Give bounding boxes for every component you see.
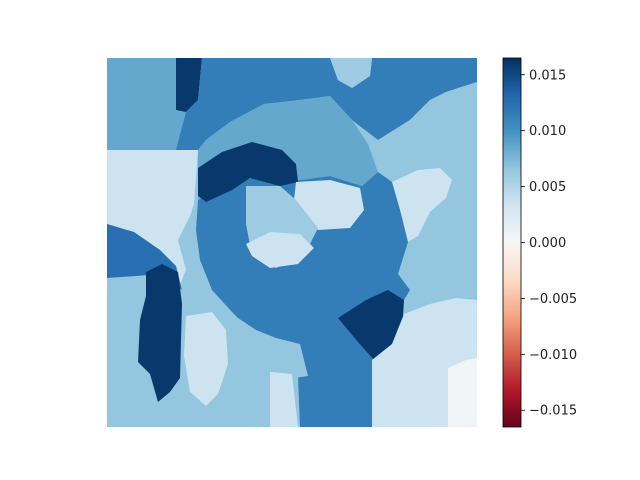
colorbar-tick-label: −0.010	[529, 348, 577, 363]
colorbar-tick-label: 0.005	[529, 180, 566, 195]
heatmap-region	[448, 358, 477, 427]
heatmap-region	[294, 180, 364, 230]
heatmap-region	[176, 58, 477, 150]
colorbar-tick-label: −0.015	[529, 404, 577, 419]
heatmap-region	[246, 232, 314, 268]
heatmap-region	[184, 312, 228, 406]
heatmap-region	[270, 372, 298, 427]
heatmap-region	[392, 168, 452, 242]
colorbar-tick-label: −0.005	[529, 292, 577, 307]
heatmap-region	[206, 290, 308, 380]
colorbar-tick-label: 0.015	[529, 68, 566, 83]
heatmap-region	[107, 58, 200, 150]
heatmap	[107, 58, 477, 427]
heatmap-region	[240, 352, 270, 427]
colorbar-gradient	[502, 57, 522, 428]
colorbar-tick-label: 0.000	[529, 236, 566, 251]
heatmap-region	[107, 150, 198, 290]
colorbar-tick-label: 0.010	[529, 124, 566, 139]
heatmap-region	[198, 142, 298, 202]
heatmap-region	[138, 264, 182, 402]
heatmap-region	[176, 58, 202, 112]
colorbar: 0.015 0.010 0.005 0.000 −0.005 −0.010 −0.015	[502, 57, 577, 428]
heatmap-region	[330, 58, 372, 88]
heatmap-region	[338, 290, 404, 360]
